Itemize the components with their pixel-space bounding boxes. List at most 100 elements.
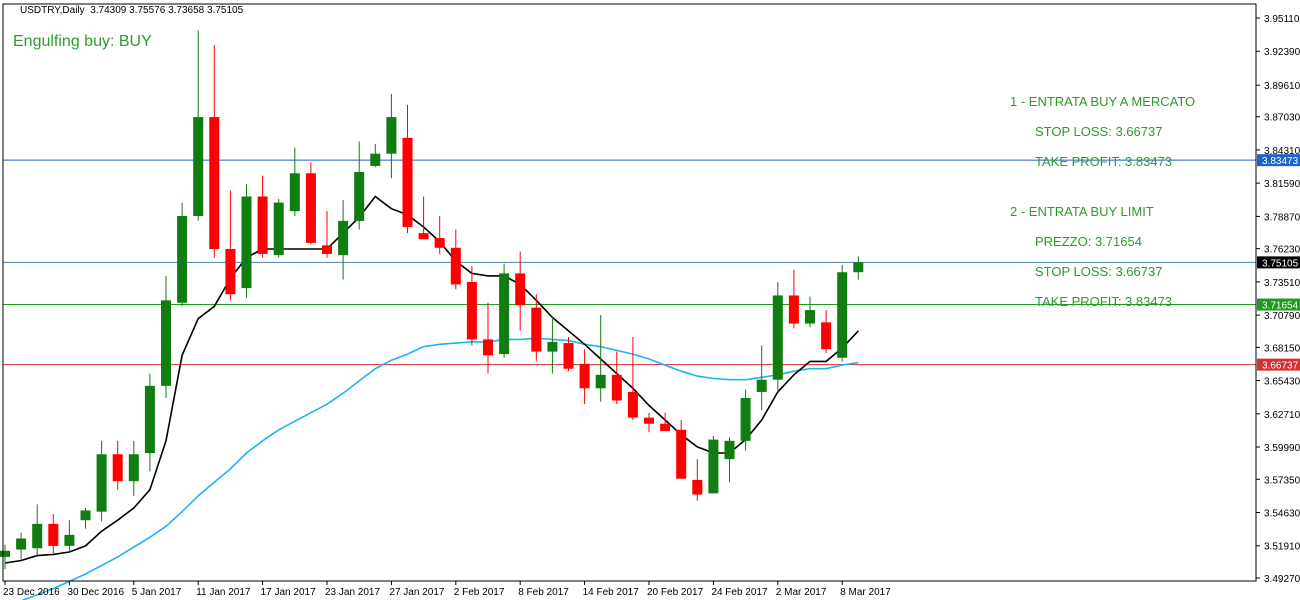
candle-body: [177, 216, 188, 303]
candle: [756, 345, 767, 411]
candle-body: [80, 510, 91, 521]
candle: [676, 420, 687, 479]
candle-body: [434, 238, 445, 248]
candle-body: [257, 196, 268, 254]
candle-body: [450, 247, 461, 285]
candle-body: [595, 374, 606, 389]
candle: [644, 412, 654, 433]
candle: [660, 412, 671, 432]
candle-body: [660, 423, 671, 432]
candle: [322, 211, 332, 258]
candle: [241, 184, 252, 298]
candle: [386, 93, 397, 179]
candle: [161, 275, 171, 399]
candle: [788, 269, 799, 329]
price-tick-label: 3.51910: [1264, 542, 1300, 553]
candle-body: [48, 523, 59, 546]
candle-body: [354, 172, 365, 221]
candle-body: [273, 202, 284, 256]
price-tick-label: 3.68150: [1264, 343, 1300, 354]
candle: [370, 143, 381, 168]
candle: [48, 514, 59, 554]
price-tags: 3.83473 3.75105 3.71654 3.66737: [1257, 154, 1300, 372]
candle: [740, 389, 751, 451]
candle-body: [740, 398, 751, 441]
candle-body: [386, 117, 397, 154]
candle: [853, 256, 864, 280]
candle: [692, 459, 703, 501]
candle-body: [193, 117, 204, 217]
candle-body: [805, 310, 815, 324]
candle-body: [692, 479, 703, 495]
date-tick-label: 2 Feb 2017: [454, 587, 505, 598]
date-tick-label: 2 Mar 2017: [776, 587, 827, 598]
candle: [257, 175, 268, 258]
plan-market-entry-title: 1 - ENTRATA BUY A MERCATO: [1010, 94, 1196, 109]
candle: [0, 544, 10, 570]
candle: [16, 532, 27, 560]
price-tick-label: 3.81590: [1264, 179, 1300, 190]
candle-body: [756, 379, 767, 392]
candle-body: [837, 272, 848, 358]
candle-body: [708, 439, 719, 494]
candle: [209, 44, 220, 258]
plot-frame: [2, 3, 1257, 582]
candle-body: [241, 196, 252, 289]
entry-limit-tag: [1257, 298, 1300, 311]
candle-body: [112, 454, 123, 482]
candle: [225, 190, 236, 301]
candle: [772, 281, 783, 392]
candle: [96, 440, 107, 522]
symbol-name: USDTRY,Daily: [20, 5, 85, 16]
candle-body: [338, 220, 349, 256]
price-tick-label: 3.57350: [1264, 475, 1300, 486]
entry-limit-tag-label: 3.71654: [1262, 301, 1299, 312]
candle-body: [676, 429, 687, 479]
candle: [805, 296, 815, 328]
date-tick-label: 11 Jan 2017: [196, 587, 251, 598]
candle: [627, 336, 638, 421]
price-tick-label: 3.70790: [1264, 311, 1300, 322]
candle: [64, 520, 75, 552]
candle-body: [225, 249, 236, 295]
price-axis: 3.95110 3.92390 3.89610 3.87030 3.84310 3.815…: [1256, 14, 1300, 585]
candle: [547, 316, 558, 374]
date-tick-label: 23 Jan 2017: [325, 587, 380, 598]
plan-market-stop-loss: STOP LOSS: 3.66737: [1035, 124, 1163, 139]
candle: [305, 162, 316, 245]
date-tick-label: 17 Jan 2017: [261, 587, 316, 598]
current-price-tag-label: 3.75105: [1262, 258, 1299, 269]
candle: [177, 202, 188, 307]
candle-body: [418, 233, 429, 240]
candle-body: [289, 173, 300, 212]
plan-limit-take-profit: TAKE PROFIT: 3.83473: [1035, 294, 1173, 309]
plan-market-take-profit: TAKE PROFIT: 3.83473: [1035, 154, 1173, 169]
candle: [579, 349, 590, 405]
candle-body: [515, 273, 526, 306]
candle-body: [499, 273, 510, 355]
price-tick-label: 3.84310: [1264, 146, 1300, 157]
candle: [144, 373, 155, 472]
ohlc-values: 3.74309 3.75576 3.73658 3.75105: [90, 5, 244, 16]
plan-limit-price: PREZZO: 3.71654: [1035, 234, 1142, 249]
candle-body: [788, 295, 799, 324]
candle: [515, 251, 526, 331]
candle-body: [627, 391, 638, 418]
candle: [531, 294, 542, 362]
date-tick-label: 27 Jan 2017: [389, 587, 444, 598]
candle-body: [531, 307, 542, 352]
price-tick-label: 3.59990: [1264, 443, 1300, 454]
candle-body: [209, 117, 220, 250]
date-tick-label: 30 Dec 2016: [67, 587, 124, 598]
candle-body: [0, 550, 10, 557]
candle: [708, 435, 719, 494]
stop-loss-tag: [1257, 358, 1300, 371]
date-tick-label: 20 Feb 2017: [647, 587, 704, 598]
date-tick-label: 8 Feb 2017: [518, 587, 569, 598]
candle: [402, 104, 413, 234]
candle: [128, 440, 139, 496]
candle: [434, 216, 445, 254]
candle: [483, 302, 493, 374]
candle-body: [821, 322, 832, 350]
